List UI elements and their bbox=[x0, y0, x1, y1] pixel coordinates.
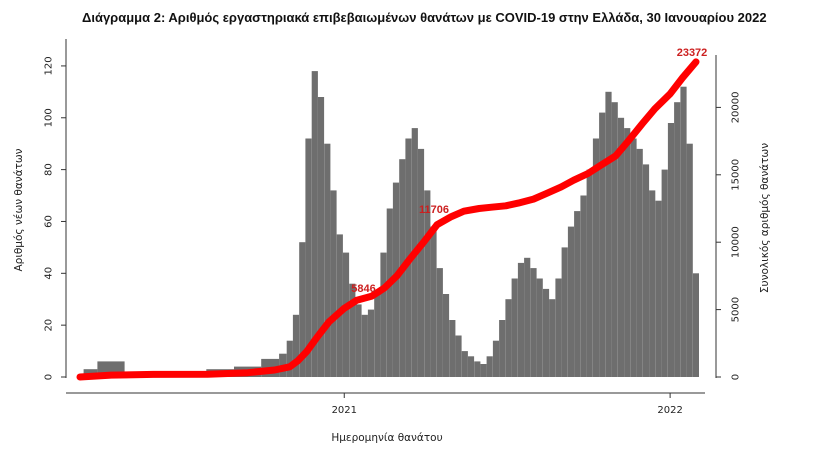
annotation-label: 23372 bbox=[677, 47, 708, 59]
bar bbox=[361, 314, 368, 377]
bar bbox=[642, 164, 650, 377]
bar bbox=[592, 138, 600, 377]
bar bbox=[686, 143, 693, 377]
bar bbox=[480, 364, 487, 377]
bar bbox=[436, 268, 443, 377]
bar bbox=[430, 226, 437, 377]
bar bbox=[599, 112, 606, 377]
bar bbox=[555, 278, 562, 377]
bar bbox=[524, 257, 531, 377]
bar bbox=[567, 226, 575, 377]
bar bbox=[292, 314, 300, 377]
bar bbox=[667, 123, 675, 377]
bar bbox=[442, 294, 450, 377]
bar bbox=[380, 252, 387, 377]
y2-tick-label: 5000 bbox=[731, 297, 742, 322]
y-ticks-left: 0 20 40 60 80 100 120 bbox=[44, 56, 66, 380]
x-tick-label: 2022 bbox=[657, 405, 682, 416]
bar bbox=[511, 278, 518, 377]
bar bbox=[692, 273, 699, 377]
bar bbox=[305, 138, 312, 377]
bar bbox=[630, 138, 637, 377]
y-tick-label: 120 bbox=[44, 56, 55, 75]
x-tick-label: 2021 bbox=[332, 405, 357, 416]
bar bbox=[486, 356, 493, 377]
bar bbox=[424, 190, 431, 377]
bar bbox=[561, 247, 568, 377]
bar bbox=[367, 309, 375, 377]
bar bbox=[580, 195, 587, 377]
bar bbox=[286, 340, 293, 377]
bar bbox=[586, 169, 593, 377]
y-axis-label-left: Αριθμός νέων θανάτων bbox=[13, 148, 25, 271]
bar bbox=[449, 320, 456, 377]
bar bbox=[674, 102, 681, 377]
bar bbox=[574, 211, 581, 377]
bar bbox=[467, 356, 475, 377]
bar bbox=[417, 148, 425, 377]
bar bbox=[661, 169, 668, 377]
bar bbox=[324, 143, 331, 377]
bar bbox=[655, 200, 662, 377]
chart-title: Διάγραμμα 2: Αριθμός εργαστηριακά επιβεβ… bbox=[82, 10, 767, 25]
bar bbox=[317, 97, 325, 377]
y2-tick-label: 0 bbox=[731, 374, 742, 380]
y-tick-label: 0 bbox=[44, 374, 55, 380]
bar bbox=[492, 340, 500, 377]
annotations: 5846 11706 23372 bbox=[351, 47, 707, 295]
bar bbox=[386, 208, 393, 377]
y-tick-label: 100 bbox=[44, 108, 55, 127]
y-tick-label: 40 bbox=[44, 267, 55, 280]
bar bbox=[336, 234, 343, 377]
bar bbox=[611, 102, 618, 377]
x-axis-label: Ημερομηνία θανάτου bbox=[331, 432, 442, 444]
bar bbox=[536, 278, 543, 377]
bar bbox=[680, 86, 687, 377]
bar bbox=[605, 91, 612, 378]
bar bbox=[549, 299, 556, 377]
bar bbox=[474, 361, 481, 377]
y2-tick-label: 20000 bbox=[731, 91, 742, 123]
cumulative-deaths-line bbox=[76, 58, 700, 381]
bar bbox=[499, 320, 506, 377]
bar bbox=[349, 283, 356, 377]
bar bbox=[649, 190, 656, 377]
y2-tick-label: 10000 bbox=[731, 226, 742, 258]
annotation-label: 5846 bbox=[351, 283, 375, 295]
bar bbox=[542, 288, 550, 377]
x-ticks: 2021 2022 bbox=[332, 393, 683, 416]
y-tick-label: 80 bbox=[44, 163, 55, 176]
bar bbox=[374, 294, 381, 377]
bar bbox=[355, 304, 362, 377]
bar-series bbox=[83, 71, 699, 378]
bar bbox=[517, 262, 525, 377]
bar bbox=[299, 242, 306, 377]
bar bbox=[311, 71, 318, 377]
bar bbox=[330, 190, 337, 377]
bar bbox=[530, 268, 537, 377]
y-tick-label: 20 bbox=[44, 319, 55, 332]
y-tick-label: 60 bbox=[44, 215, 55, 228]
bar bbox=[505, 299, 512, 377]
y-ticks-right: 0 5000 10000 15000 20000 bbox=[716, 91, 742, 380]
y2-tick-label: 15000 bbox=[731, 159, 742, 191]
bar bbox=[624, 128, 631, 377]
bar bbox=[617, 117, 625, 378]
bar bbox=[455, 335, 462, 377]
bar bbox=[342, 252, 350, 377]
bar bbox=[461, 351, 468, 377]
bar bbox=[636, 148, 643, 377]
y-axis-label-right: Συνολικός αριθμός θανάτων bbox=[759, 143, 771, 293]
annotation-label: 11706 bbox=[419, 204, 449, 216]
